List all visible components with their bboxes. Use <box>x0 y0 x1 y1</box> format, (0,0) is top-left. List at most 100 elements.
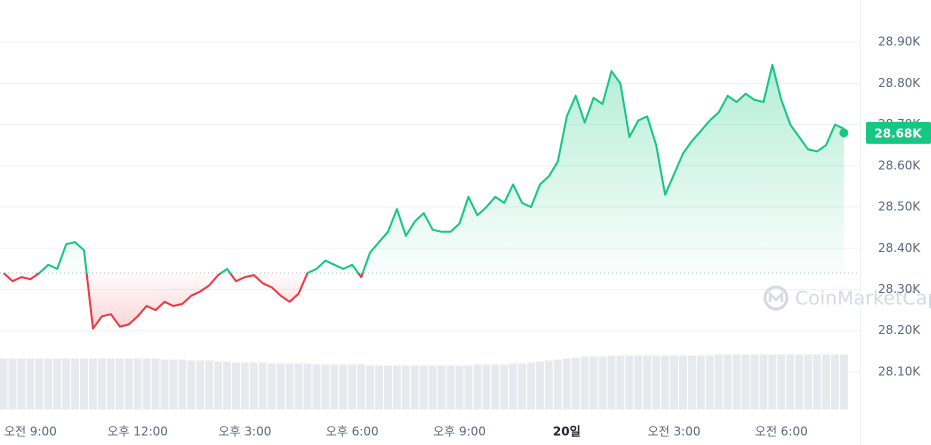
volume-bar <box>534 360 545 411</box>
volume-bar <box>0 357 9 411</box>
volume-bar <box>105 357 116 411</box>
volume-bar <box>88 357 98 411</box>
volume-bar <box>597 355 608 411</box>
volume-bar <box>293 362 304 411</box>
volume-bar <box>52 357 63 411</box>
volume-bar <box>213 360 224 411</box>
volume-bar <box>374 364 385 411</box>
y-tick-label: 28.20K <box>878 323 921 337</box>
volume-bar <box>704 354 715 411</box>
volume-bar <box>829 353 840 411</box>
volume-bar <box>96 357 107 411</box>
y-tick-label: 28.60K <box>878 158 921 172</box>
volume-bar <box>61 357 72 411</box>
volume-bar <box>651 354 662 411</box>
volume-bar <box>141 357 152 411</box>
volume-bar <box>624 354 635 411</box>
volume-bar <box>284 362 295 411</box>
volume-bar <box>383 364 393 411</box>
volume-bar <box>776 353 787 411</box>
volume-bar <box>472 363 483 411</box>
x-tick-label: 오후 6:00 <box>326 425 379 439</box>
volume-bar <box>400 364 411 411</box>
volume-bar <box>204 359 215 411</box>
volume-bar <box>168 358 179 411</box>
y-tick-label: 28.40K <box>878 241 921 255</box>
volume-bar <box>409 364 420 411</box>
volume-bar <box>311 363 322 411</box>
volume-bar <box>543 359 554 411</box>
price-line <box>2 63 845 330</box>
volume-bar <box>606 354 617 411</box>
volume-bar <box>70 357 81 411</box>
volume-bar <box>552 358 563 411</box>
watermark-text: CoinMarketCap <box>795 288 931 310</box>
volume-bar <box>615 354 626 411</box>
last-point <box>839 128 849 138</box>
volume-bar <box>481 363 492 411</box>
volume-bar <box>266 362 277 411</box>
price-tag-label: 28.68K <box>874 126 922 140</box>
volume-bar <box>749 353 760 411</box>
volume-bar <box>669 354 680 411</box>
volume-bar <box>758 353 769 411</box>
volume-bar <box>436 364 447 411</box>
volume-bar <box>302 362 313 411</box>
volume-bar <box>222 360 233 411</box>
x-tick-label: 오전 3:00 <box>648 425 701 439</box>
volume-bar <box>427 364 438 411</box>
volume-bar <box>785 353 796 411</box>
volume-bar <box>633 354 644 411</box>
x-tick-label: 오후 12:00 <box>107 425 167 439</box>
x-tick-label: 오전 9:00 <box>4 425 57 439</box>
volume-bar <box>7 357 18 411</box>
volume-bar <box>79 357 90 411</box>
x-tick-label: 오후 3:00 <box>219 425 272 439</box>
volume-bar <box>695 354 706 411</box>
volume-bar <box>722 353 733 411</box>
volume-bar <box>463 364 474 411</box>
volume-bar <box>177 358 188 411</box>
volume-bar <box>418 364 429 411</box>
volume-bar <box>257 361 268 411</box>
volume-bar <box>356 363 367 411</box>
volume-bar <box>526 361 536 411</box>
volume-bar <box>686 354 697 411</box>
volume-bar <box>275 362 286 411</box>
volume-bar <box>231 361 241 411</box>
volume-bar <box>678 354 688 411</box>
volume-bar <box>123 357 134 411</box>
volume-bar <box>445 364 456 411</box>
x-tick-label: 오후 9:00 <box>433 425 486 439</box>
y-tick-label: 28.10K <box>878 364 921 378</box>
volume-bar <box>731 353 742 411</box>
volume-bar <box>570 356 581 411</box>
volume-bar <box>365 364 376 411</box>
volume-bar <box>579 355 590 411</box>
volume-bar <box>490 363 501 411</box>
volume-bar <box>43 357 54 411</box>
volume-bar <box>794 353 805 411</box>
volume-bar <box>517 362 528 411</box>
volume-bar <box>838 353 849 411</box>
volume-bar <box>239 361 250 411</box>
y-tick-label: 28.30K <box>878 282 921 296</box>
volume-bar <box>329 363 340 411</box>
y-tick-label: 28.90K <box>878 35 921 49</box>
volume-bar <box>186 359 197 411</box>
volume-bar <box>803 353 814 411</box>
y-tick-label: 28.50K <box>878 200 921 214</box>
volume-bar <box>812 353 823 411</box>
volume-bar <box>561 357 572 411</box>
volume-bar <box>25 357 36 411</box>
volume-bar <box>248 361 259 411</box>
volume-bar <box>713 353 724 411</box>
y-tick-label: 28.80K <box>878 76 921 90</box>
volume-bar <box>16 357 27 411</box>
x-tick-label: 20일 <box>553 425 581 439</box>
volume-bar <box>159 358 170 411</box>
volume-bar <box>821 353 831 411</box>
volume-bar <box>338 363 349 411</box>
watermark: CoinMarketCap <box>763 285 931 311</box>
